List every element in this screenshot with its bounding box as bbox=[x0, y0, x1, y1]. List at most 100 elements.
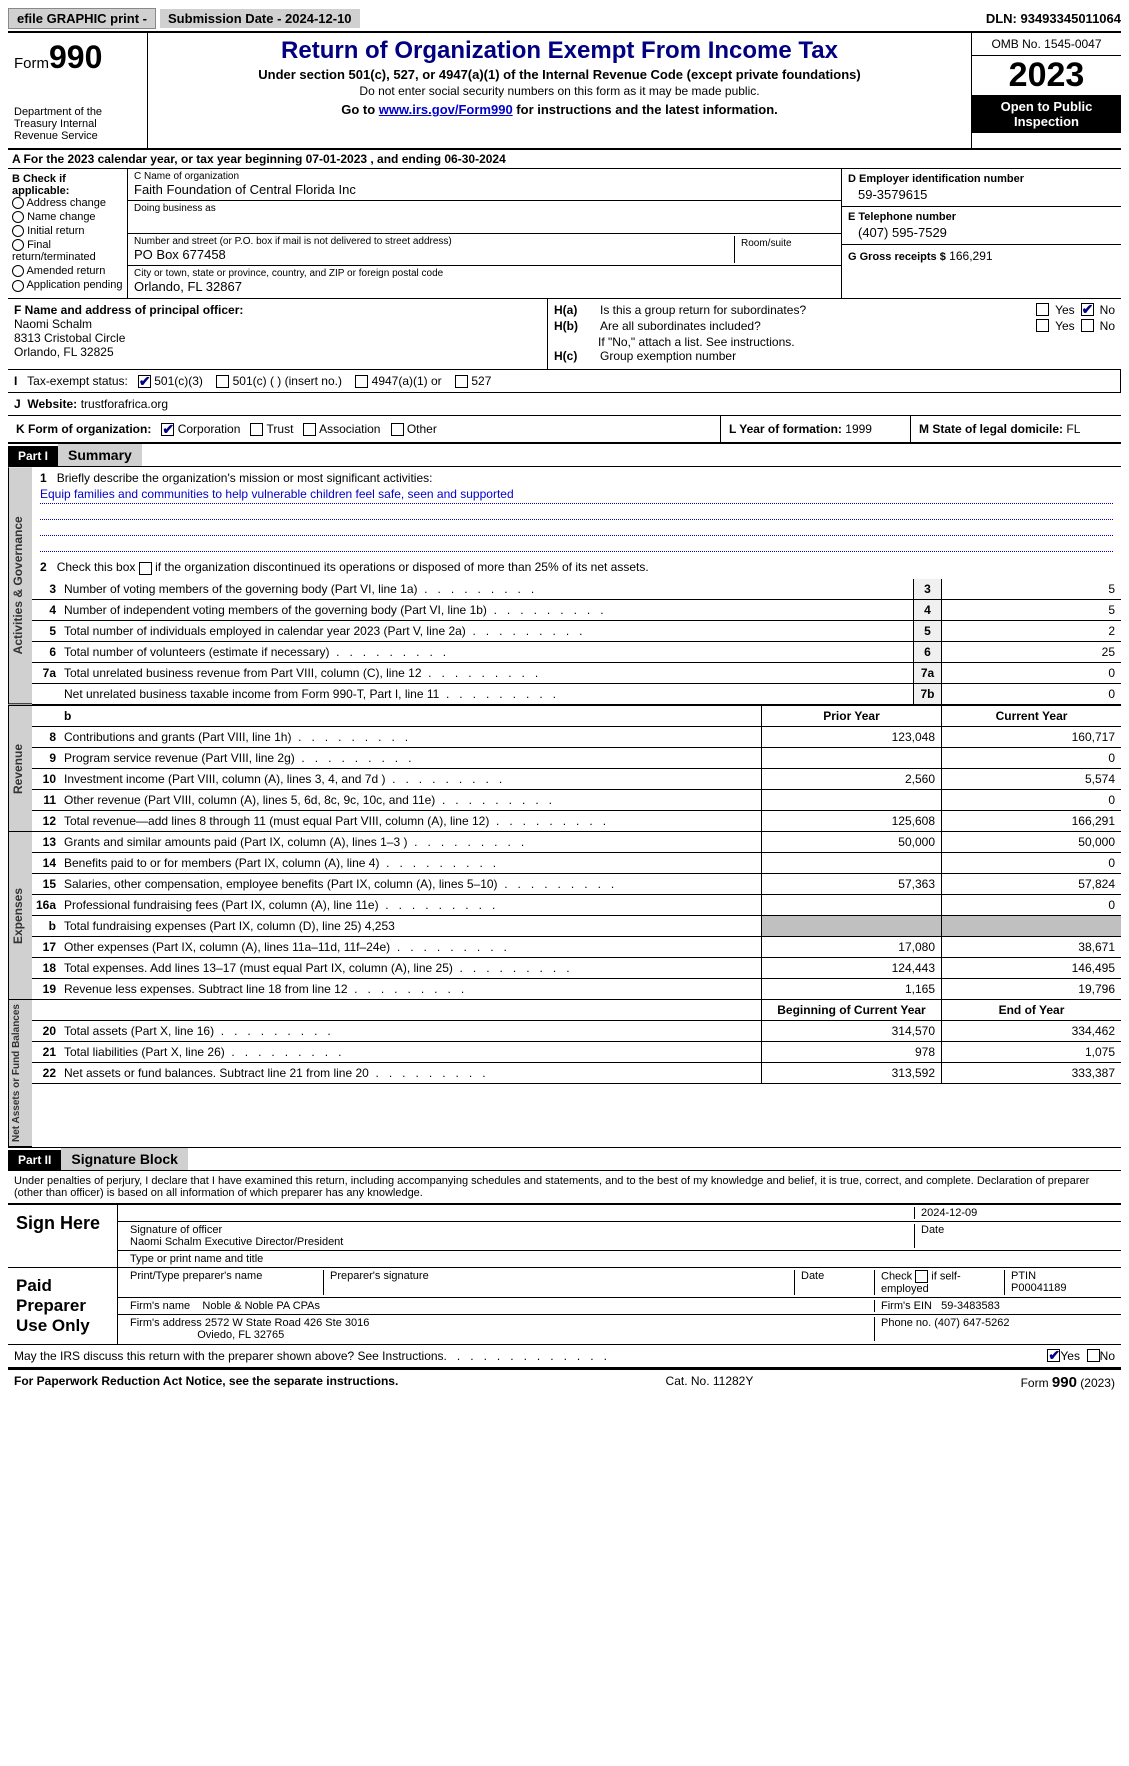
firm-name: Firm's name Noble & Noble PA CPAs bbox=[124, 1300, 875, 1312]
prep-sig-label: Preparer's signature bbox=[324, 1270, 795, 1295]
summary-line: 14Benefits paid to or for members (Part … bbox=[32, 853, 1121, 874]
klm-row: K Form of organization: Corporation Trus… bbox=[8, 416, 1121, 443]
principal-officer: F Name and address of principal officer:… bbox=[8, 299, 548, 369]
summary-line: 11Other revenue (Part VIII, column (A), … bbox=[32, 790, 1121, 811]
summary-line: 6Total number of volunteers (estimate if… bbox=[32, 642, 1121, 663]
tab-net-assets: Net Assets or Fund Balances bbox=[8, 1000, 32, 1147]
signature-date: 2024-12-09 bbox=[915, 1207, 1115, 1219]
summary-line: Net unrelated business taxable income fr… bbox=[32, 684, 1121, 705]
check-final-return[interactable]: Final return/terminated bbox=[12, 239, 123, 263]
page-footer: For Paperwork Reduction Act Notice, see … bbox=[8, 1369, 1121, 1395]
hb-note: If "No," attach a list. See instructions… bbox=[554, 335, 1115, 349]
discuss-row: May the IRS discuss this return with the… bbox=[8, 1345, 1121, 1369]
submission-date: Submission Date - 2024-12-10 bbox=[160, 9, 360, 28]
tax-year-row: A For the 2023 calendar year, or tax yea… bbox=[8, 150, 1121, 169]
summary-line: 20Total assets (Part X, line 16)314,5703… bbox=[32, 1021, 1121, 1042]
group-return-ha: H(a) Is this a group return for subordin… bbox=[554, 303, 1115, 317]
summary-line: 15Salaries, other compensation, employee… bbox=[32, 874, 1121, 895]
room-suite-box: Room/suite bbox=[735, 236, 835, 263]
officer-group-row: F Name and address of principal officer:… bbox=[8, 299, 1121, 370]
check-corporation[interactable] bbox=[161, 423, 174, 436]
org-name-box: C Name of organization Faith Foundation … bbox=[128, 169, 841, 201]
form-number: Form990 bbox=[14, 39, 141, 76]
city-box: City or town, state or province, country… bbox=[128, 266, 841, 297]
summary-line: 18Total expenses. Add lines 13–17 (must … bbox=[32, 958, 1121, 979]
discuss-yes[interactable] bbox=[1047, 1349, 1060, 1362]
form-header: Form990 Department of the Treasury Inter… bbox=[8, 33, 1121, 150]
check-527[interactable] bbox=[455, 375, 468, 388]
summary-line: 9Program service revenue (Part VIII, lin… bbox=[32, 748, 1121, 769]
summary-line: 7aTotal unrelated business revenue from … bbox=[32, 663, 1121, 684]
state-domicile: M State of legal domicile: FL bbox=[911, 416, 1121, 442]
net-header-row: Beginning of Current Year End of Year bbox=[32, 1000, 1121, 1021]
type-print-label: Type or print name and title bbox=[124, 1253, 1115, 1265]
address-box: Number and street (or P.O. box if mail i… bbox=[134, 236, 735, 263]
check-discontinued[interactable] bbox=[139, 562, 152, 575]
check-address-change[interactable]: Address change bbox=[12, 197, 123, 209]
group-exemption-hc: H(c) Group exemption number bbox=[554, 349, 1115, 363]
part2-header: Part IISignature Block bbox=[8, 1147, 1121, 1171]
check-501c[interactable] bbox=[216, 375, 229, 388]
check-association[interactable] bbox=[303, 423, 316, 436]
sign-here-label: Sign Here bbox=[8, 1205, 118, 1267]
top-bar: efile GRAPHIC print - Submission Date - … bbox=[8, 8, 1121, 33]
tab-expenses: Expenses bbox=[8, 832, 32, 1000]
perjury-declaration: Under penalties of perjury, I declare th… bbox=[8, 1171, 1121, 1203]
check-name-change[interactable]: Name change bbox=[12, 211, 123, 223]
tab-revenue: Revenue bbox=[8, 706, 32, 832]
self-employed-check[interactable]: Check if self-employed bbox=[875, 1270, 1005, 1295]
summary-line: 3Number of voting members of the governi… bbox=[32, 579, 1121, 600]
group-return-hb: H(b) Are all subordinates included? Yes … bbox=[554, 319, 1115, 333]
check-initial-return[interactable]: Initial return bbox=[12, 225, 123, 237]
summary-line: 10Investment income (Part VIII, column (… bbox=[32, 769, 1121, 790]
website-link[interactable]: trustforafrica.org bbox=[81, 397, 168, 411]
efile-print-button[interactable]: efile GRAPHIC print - bbox=[8, 8, 156, 29]
check-trust[interactable] bbox=[250, 423, 263, 436]
open-to-public: Open to Public Inspection bbox=[972, 95, 1121, 133]
date-label: Date bbox=[915, 1224, 1115, 1248]
ein-box: D Employer identification number 59-3579… bbox=[842, 169, 1121, 207]
hb-yes[interactable] bbox=[1036, 319, 1049, 332]
summary-line: 16aProfessional fundraising fees (Part I… bbox=[32, 895, 1121, 916]
form-subtitle-1: Under section 501(c), 527, or 4947(a)(1)… bbox=[156, 67, 963, 82]
summary-line: 19Revenue less expenses. Subtract line 1… bbox=[32, 979, 1121, 1000]
box-b: B Check if applicable: Address change Na… bbox=[8, 169, 128, 298]
prep-name-label: Print/Type preparer's name bbox=[124, 1270, 324, 1295]
summary-line: 17Other expenses (Part IX, column (A), l… bbox=[32, 937, 1121, 958]
check-application-pending[interactable]: Application pending bbox=[12, 279, 123, 291]
part1-header: Part ISummary bbox=[8, 443, 1121, 467]
hb-no[interactable] bbox=[1081, 319, 1094, 332]
irs-link[interactable]: www.irs.gov/Form990 bbox=[379, 102, 513, 117]
ha-no[interactable] bbox=[1081, 303, 1094, 316]
summary-line: 5Total number of individuals employed in… bbox=[32, 621, 1121, 642]
phone-box: E Telephone number (407) 595-7529 bbox=[842, 207, 1121, 245]
mission-block: 1 Briefly describe the organization's mi… bbox=[32, 467, 1121, 556]
form-title: Return of Organization Exempt From Incom… bbox=[156, 37, 963, 65]
mission-text: Equip families and communities to help v… bbox=[40, 485, 1113, 504]
dept-treasury: Department of the Treasury Internal Reve… bbox=[14, 106, 141, 142]
paid-preparer-label: Paid Preparer Use Only bbox=[8, 1268, 118, 1344]
check-501c3[interactable] bbox=[138, 375, 151, 388]
summary-line: 22Net assets or fund balances. Subtract … bbox=[32, 1063, 1121, 1084]
check-other[interactable] bbox=[391, 423, 404, 436]
summary-line: 13Grants and similar amounts paid (Part … bbox=[32, 832, 1121, 853]
discuss-no[interactable] bbox=[1087, 1349, 1100, 1362]
summary-line: 21Total liabilities (Part X, line 26)978… bbox=[32, 1042, 1121, 1063]
prep-date-label: Date bbox=[795, 1270, 875, 1295]
rev-header-row: b Prior Year Current Year bbox=[32, 706, 1121, 727]
check-4947[interactable] bbox=[355, 375, 368, 388]
tab-governance: Activities & Governance bbox=[8, 467, 32, 704]
omb-number: OMB No. 1545-0047 bbox=[972, 33, 1121, 56]
year-formation: L Year of formation: 1999 bbox=[721, 416, 911, 442]
dln: DLN: 93493345011064 bbox=[986, 11, 1121, 26]
firm-ein: Firm's EIN 59-3483583 bbox=[875, 1300, 1115, 1312]
check-amended-return[interactable]: Amended return bbox=[12, 265, 123, 277]
summary-line: bTotal fundraising expenses (Part IX, co… bbox=[32, 916, 1121, 937]
ha-yes[interactable] bbox=[1036, 303, 1049, 316]
ptin: PTINP00041189 bbox=[1005, 1270, 1115, 1295]
form-subtitle-2: Do not enter social security numbers on … bbox=[156, 84, 963, 98]
officer-signature: Signature of officer Naomi Schalm Execut… bbox=[124, 1224, 915, 1248]
entity-block: B Check if applicable: Address change Na… bbox=[8, 169, 1121, 299]
line2: 2 Check this box if the organization dis… bbox=[32, 556, 1121, 578]
firm-address: Firm's address 2572 W State Road 426 Ste… bbox=[124, 1317, 875, 1341]
